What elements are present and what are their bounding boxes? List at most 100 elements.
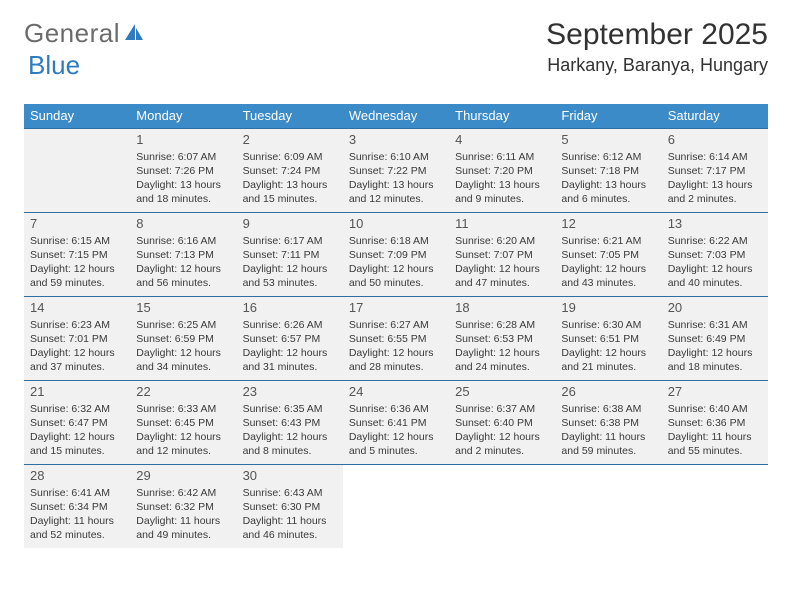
sunset-line: Sunset: 7:22 PM: [349, 164, 445, 178]
daylight-line: Daylight: 12 hours and 50 minutes.: [349, 262, 445, 290]
calendar-cell: 19Sunrise: 6:30 AMSunset: 6:51 PMDayligh…: [555, 296, 661, 380]
sunrise-line: Sunrise: 6:26 AM: [243, 318, 339, 332]
sunrise-line: Sunrise: 6:09 AM: [243, 150, 339, 164]
calendar-cell: 26Sunrise: 6:38 AMSunset: 6:38 PMDayligh…: [555, 380, 661, 464]
sunrise-line: Sunrise: 6:18 AM: [349, 234, 445, 248]
sunrise-line: Sunrise: 6:15 AM: [30, 234, 126, 248]
calendar-week-row: 1Sunrise: 6:07 AMSunset: 7:26 PMDaylight…: [24, 128, 768, 212]
daylight-line: Daylight: 12 hours and 47 minutes.: [455, 262, 551, 290]
daylight-line: Daylight: 13 hours and 12 minutes.: [349, 178, 445, 206]
sunrise-line: Sunrise: 6:36 AM: [349, 402, 445, 416]
sunrise-line: Sunrise: 6:25 AM: [136, 318, 232, 332]
calendar-cell: [662, 464, 768, 548]
day-cell: 6Sunrise: 6:14 AMSunset: 7:17 PMDaylight…: [662, 128, 768, 212]
sunrise-line: Sunrise: 6:30 AM: [561, 318, 657, 332]
day-number: 21: [30, 383, 126, 401]
day-cell: 13Sunrise: 6:22 AMSunset: 7:03 PMDayligh…: [662, 212, 768, 296]
calendar-cell: 12Sunrise: 6:21 AMSunset: 7:05 PMDayligh…: [555, 212, 661, 296]
title-block: September 2025 Harkany, Baranya, Hungary: [546, 18, 768, 76]
calendar-week-row: 21Sunrise: 6:32 AMSunset: 6:47 PMDayligh…: [24, 380, 768, 464]
sunset-line: Sunset: 6:43 PM: [243, 416, 339, 430]
daylight-line: Daylight: 11 hours and 59 minutes.: [561, 430, 657, 458]
calendar-cell: [24, 128, 130, 212]
sunrise-line: Sunrise: 6:37 AM: [455, 402, 551, 416]
daylight-line: Daylight: 12 hours and 12 minutes.: [136, 430, 232, 458]
sunrise-line: Sunrise: 6:33 AM: [136, 402, 232, 416]
day-cell: 9Sunrise: 6:17 AMSunset: 7:11 PMDaylight…: [237, 212, 343, 296]
day-cell: 24Sunrise: 6:36 AMSunset: 6:41 PMDayligh…: [343, 380, 449, 464]
day-cell: 7Sunrise: 6:15 AMSunset: 7:15 PMDaylight…: [24, 212, 130, 296]
daylight-line: Daylight: 12 hours and 8 minutes.: [243, 430, 339, 458]
calendar-cell: 23Sunrise: 6:35 AMSunset: 6:43 PMDayligh…: [237, 380, 343, 464]
daylight-line: Daylight: 12 hours and 15 minutes.: [30, 430, 126, 458]
sunset-line: Sunset: 6:38 PM: [561, 416, 657, 430]
logo: General: [24, 18, 147, 49]
sunrise-line: Sunrise: 6:38 AM: [561, 402, 657, 416]
calendar-week-row: 7Sunrise: 6:15 AMSunset: 7:15 PMDaylight…: [24, 212, 768, 296]
daylight-line: Daylight: 12 hours and 28 minutes.: [349, 346, 445, 374]
day-number: 28: [30, 467, 126, 485]
calendar-cell: 8Sunrise: 6:16 AMSunset: 7:13 PMDaylight…: [130, 212, 236, 296]
calendar-page: General September 2025 Harkany, Baranya,…: [0, 0, 792, 612]
daylight-line: Daylight: 11 hours and 46 minutes.: [243, 514, 339, 542]
daylight-line: Daylight: 12 hours and 2 minutes.: [455, 430, 551, 458]
daylight-line: Daylight: 12 hours and 59 minutes.: [30, 262, 126, 290]
day-number: 22: [136, 383, 232, 401]
calendar-cell: [555, 464, 661, 548]
sunset-line: Sunset: 6:55 PM: [349, 332, 445, 346]
calendar-cell: [343, 464, 449, 548]
day-number: 15: [136, 299, 232, 317]
calendar-cell: 9Sunrise: 6:17 AMSunset: 7:11 PMDaylight…: [237, 212, 343, 296]
day-number: 4: [455, 131, 551, 149]
sunrise-line: Sunrise: 6:17 AM: [243, 234, 339, 248]
day-cell: 23Sunrise: 6:35 AMSunset: 6:43 PMDayligh…: [237, 380, 343, 464]
daylight-line: Daylight: 12 hours and 40 minutes.: [668, 262, 764, 290]
calendar-cell: 27Sunrise: 6:40 AMSunset: 6:36 PMDayligh…: [662, 380, 768, 464]
calendar-cell: 10Sunrise: 6:18 AMSunset: 7:09 PMDayligh…: [343, 212, 449, 296]
sunset-line: Sunset: 6:47 PM: [30, 416, 126, 430]
sunset-line: Sunset: 7:20 PM: [455, 164, 551, 178]
logo-text-general: General: [24, 18, 120, 49]
day-number: 2: [243, 131, 339, 149]
day-number: 25: [455, 383, 551, 401]
day-number: 12: [561, 215, 657, 233]
day-number: 19: [561, 299, 657, 317]
calendar-week-row: 14Sunrise: 6:23 AMSunset: 7:01 PMDayligh…: [24, 296, 768, 380]
calendar-cell: 22Sunrise: 6:33 AMSunset: 6:45 PMDayligh…: [130, 380, 236, 464]
day-cell: 11Sunrise: 6:20 AMSunset: 7:07 PMDayligh…: [449, 212, 555, 296]
weekday-header: Friday: [555, 104, 661, 128]
day-cell: 29Sunrise: 6:42 AMSunset: 6:32 PMDayligh…: [130, 464, 236, 548]
day-cell: 1Sunrise: 6:07 AMSunset: 7:26 PMDaylight…: [130, 128, 236, 212]
logo-sail-icon: [123, 18, 145, 49]
sunset-line: Sunset: 6:36 PM: [668, 416, 764, 430]
weekday-header: Sunday: [24, 104, 130, 128]
sunrise-line: Sunrise: 6:16 AM: [136, 234, 232, 248]
day-cell: 27Sunrise: 6:40 AMSunset: 6:36 PMDayligh…: [662, 380, 768, 464]
daylight-line: Daylight: 12 hours and 5 minutes.: [349, 430, 445, 458]
daylight-line: Daylight: 11 hours and 49 minutes.: [136, 514, 232, 542]
day-number: 9: [243, 215, 339, 233]
day-cell: 21Sunrise: 6:32 AMSunset: 6:47 PMDayligh…: [24, 380, 130, 464]
sunset-line: Sunset: 6:45 PM: [136, 416, 232, 430]
logo-text-blue: Blue: [28, 50, 80, 81]
day-number: 17: [349, 299, 445, 317]
sunset-line: Sunset: 7:09 PM: [349, 248, 445, 262]
calendar-cell: 3Sunrise: 6:10 AMSunset: 7:22 PMDaylight…: [343, 128, 449, 212]
sunrise-line: Sunrise: 6:42 AM: [136, 486, 232, 500]
daylight-line: Daylight: 12 hours and 34 minutes.: [136, 346, 232, 374]
daylight-line: Daylight: 12 hours and 21 minutes.: [561, 346, 657, 374]
sunrise-line: Sunrise: 6:14 AM: [668, 150, 764, 164]
day-number: 11: [455, 215, 551, 233]
day-number: 13: [668, 215, 764, 233]
weekday-header: Wednesday: [343, 104, 449, 128]
day-number: 5: [561, 131, 657, 149]
sunset-line: Sunset: 7:18 PM: [561, 164, 657, 178]
day-cell: 8Sunrise: 6:16 AMSunset: 7:13 PMDaylight…: [130, 212, 236, 296]
weekday-header: Thursday: [449, 104, 555, 128]
calendar-cell: 7Sunrise: 6:15 AMSunset: 7:15 PMDaylight…: [24, 212, 130, 296]
day-cell: 19Sunrise: 6:30 AMSunset: 6:51 PMDayligh…: [555, 296, 661, 380]
sunrise-line: Sunrise: 6:31 AM: [668, 318, 764, 332]
weekday-header: Tuesday: [237, 104, 343, 128]
daylight-line: Daylight: 12 hours and 56 minutes.: [136, 262, 232, 290]
daylight-line: Daylight: 13 hours and 6 minutes.: [561, 178, 657, 206]
